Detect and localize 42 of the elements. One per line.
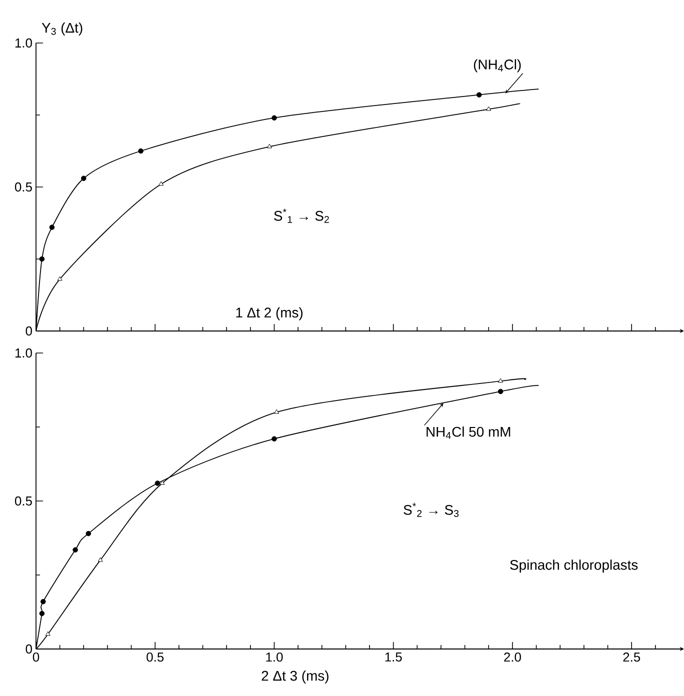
point <box>158 181 164 186</box>
x-tick-label: 2.5 <box>623 652 640 662</box>
point <box>266 144 272 148</box>
annotation: S$^{*}$$_{1}$ → S$_{2}$ <box>274 208 329 223</box>
x-tick-label: 0 <box>32 652 40 662</box>
y-tick-label: 0 <box>26 326 32 336</box>
point <box>160 480 165 485</box>
x-tick-label: 1.0 <box>266 652 283 662</box>
y-tick-label: 1.0 <box>15 38 32 48</box>
point <box>498 388 504 394</box>
point <box>272 436 277 442</box>
point <box>72 547 78 552</box>
y-tick-label: 0 <box>26 644 32 654</box>
y-axis-title: Y$_{3}$ (Δt) <box>42 22 82 36</box>
point <box>39 610 45 616</box>
annotation: Spinach chloroplasts <box>510 560 638 573</box>
point <box>40 598 46 604</box>
point <box>86 530 92 536</box>
point <box>39 256 45 262</box>
annotation: NH$_{4}$Cl 50 mM <box>426 426 510 439</box>
point <box>498 378 504 383</box>
point <box>81 176 86 181</box>
point <box>476 92 482 98</box>
point <box>57 276 62 281</box>
point <box>272 115 277 121</box>
annotation: (NH$_{4}$Cl) <box>474 59 521 72</box>
point <box>486 106 492 111</box>
x-tick-label: 1.5 <box>385 652 402 662</box>
x-tick-label: 2.0 <box>504 652 521 662</box>
point <box>138 148 144 154</box>
point <box>49 224 55 230</box>
x-axis-title: 2 Δt 3 (ms) <box>262 670 328 684</box>
point <box>274 409 280 414</box>
x-axis-title: 1 Δt 2 (ms) <box>236 307 303 320</box>
y-tick-label: 1.0 <box>15 348 32 358</box>
point <box>45 631 50 636</box>
point <box>154 480 160 486</box>
y-tick-label: 0.5 <box>14 496 32 506</box>
x-tick-label: 0.5 <box>146 652 164 662</box>
annotation: S$^{*}$$_{2}$ → S$_{3}$ <box>404 502 459 517</box>
y-tick-label: 0.5 <box>14 182 32 192</box>
point <box>98 557 103 562</box>
